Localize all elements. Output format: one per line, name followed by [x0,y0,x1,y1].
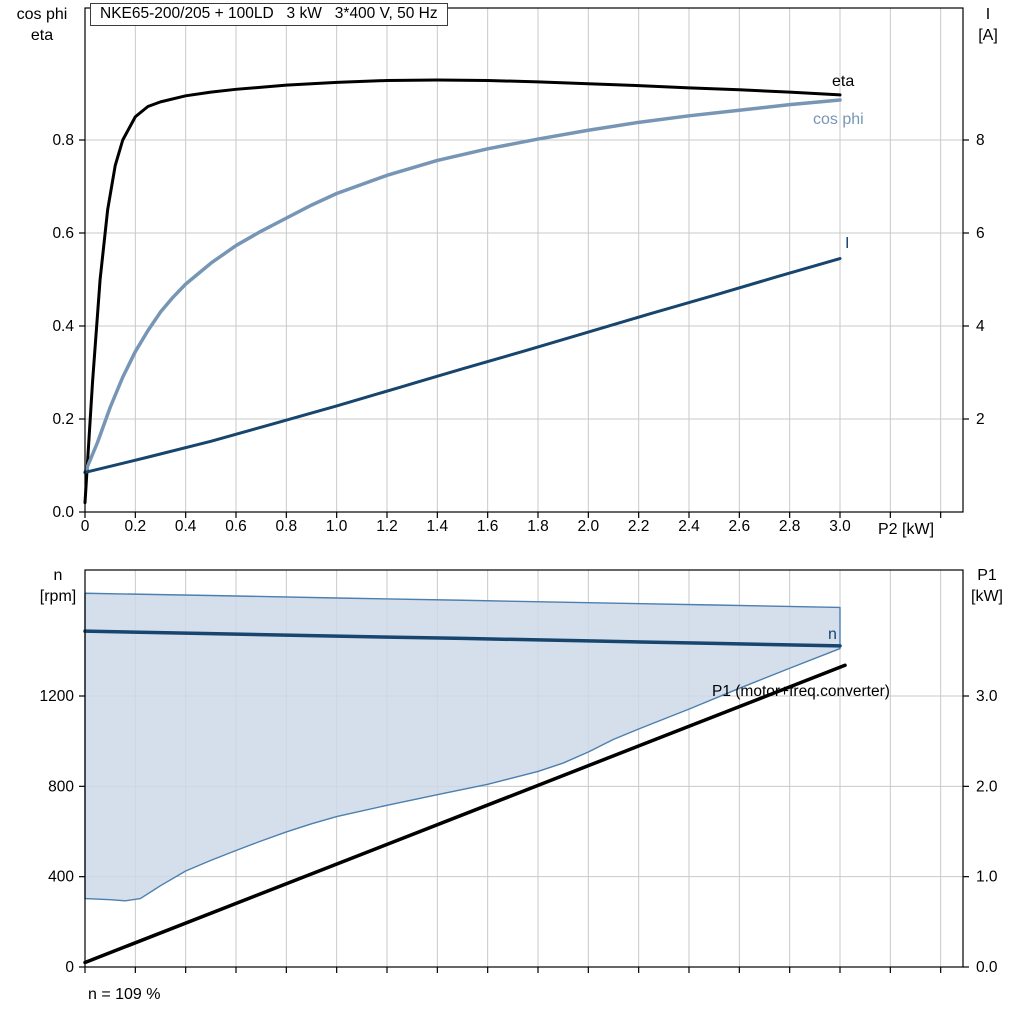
bottom-left-axis-labels: n [rpm] [22,565,94,607]
svg-text:0: 0 [65,959,74,976]
axis-label-eta: eta [30,27,54,44]
axis-label-cos-phi: cos phi [16,6,68,23]
axis-label-p1-unit: [kW] [971,588,1003,605]
svg-text:1200: 1200 [40,688,75,705]
axis-label-current-unit: [A] [978,27,998,44]
svg-text:n: n [828,626,837,643]
top-left-axis-labels: cos phi eta [6,4,78,46]
svg-text:0.0: 0.0 [52,504,74,521]
svg-text:1.0: 1.0 [326,518,348,535]
svg-text:3.0: 3.0 [976,688,998,705]
svg-text:cos phi: cos phi [813,111,864,128]
svg-text:0.6: 0.6 [52,225,74,242]
axis-label-speed: n [53,567,63,584]
bottom-right-axis-labels: P1 [kW] [958,565,1016,607]
bottom-chart-canvas: 0 400 800 1200 0.0 1.0 2.0 3.0 n P1 (motor+freq.c… [40,569,998,976]
svg-text:2: 2 [976,411,985,428]
svg-text:P1 (motor+freq.converter): P1 (motor+freq.converter) [712,683,890,700]
svg-text:1.8: 1.8 [527,518,549,535]
axis-label-speed-unit: [rpm] [39,588,77,605]
svg-text:1.0: 1.0 [976,869,998,886]
svg-text:0.8: 0.8 [52,132,74,149]
chart-title: NKE65-200/205 + 100LD 3 kW 3*400 V, 50 H… [90,3,448,26]
svg-text:0: 0 [81,518,90,535]
svg-text:6: 6 [976,225,985,242]
speed-percentage-annotation: n = 109 % [88,986,161,1003]
svg-text:800: 800 [48,778,74,795]
svg-text:0.6: 0.6 [225,518,247,535]
svg-text:400: 400 [48,869,74,886]
svg-text:0.8: 0.8 [276,518,298,535]
axis-label-current: I [985,6,991,23]
svg-text:eta: eta [832,73,854,90]
svg-text:0.4: 0.4 [175,518,197,535]
svg-text:0.0: 0.0 [976,959,998,976]
svg-text:1.6: 1.6 [477,518,499,535]
svg-text:8: 8 [976,132,985,149]
axis-label-p1: P1 [977,567,997,584]
svg-text:4: 4 [976,318,985,335]
svg-text:2.0: 2.0 [976,778,998,795]
svg-text:2.2: 2.2 [628,518,650,535]
svg-text:2.6: 2.6 [729,518,751,535]
svg-text:0.4: 0.4 [52,318,74,335]
svg-text:2.0: 2.0 [578,518,600,535]
svg-text:0.2: 0.2 [125,518,147,535]
svg-text:0.2: 0.2 [52,411,74,428]
svg-text:I: I [845,235,849,252]
svg-text:1.4: 1.4 [427,518,449,535]
svg-text:1.2: 1.2 [376,518,398,535]
svg-text:2.4: 2.4 [678,518,700,535]
top-chart-canvas: 0 0.2 0.4 0.6 0.8 1.0 1.2 1.4 1.6 1.8 2.0 2.2 2.4 2.6… [52,7,985,535]
svg-text:2.8: 2.8 [779,518,801,535]
x-axis-label: P2 [kW] [878,521,935,538]
svg-text:3.0: 3.0 [829,518,851,535]
top-right-axis-labels: I [A] [960,4,1016,46]
